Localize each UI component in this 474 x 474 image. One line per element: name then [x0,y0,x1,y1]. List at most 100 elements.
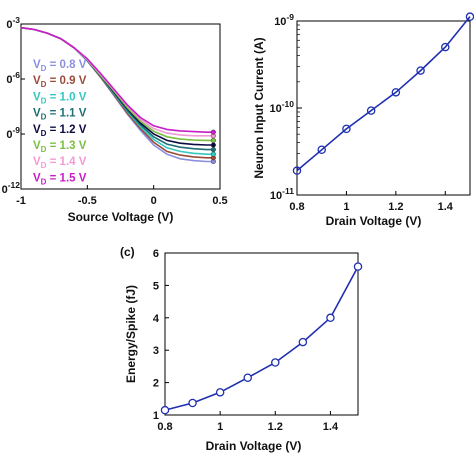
legend-subscript: D [41,161,47,170]
panel-c-data-point [188,398,197,408]
legend-value: = 1.4 V [46,156,86,168]
panel-b-data-point [342,124,351,134]
legend-subscript: D [41,64,47,73]
legend-v: V [33,140,41,152]
panel-b-data-point [292,166,302,175]
panel-c-data-point [243,373,252,382]
panel-a-y-tick-label: 0-6 [6,70,20,86]
panel-b-y-tick-label-base: 10 [269,103,281,115]
panel-a-y-tick-label-exponent: -3 [12,15,20,25]
panel-b-y-tick-label: 10-9 [274,12,294,28]
panel-a-legend-entry: VD = 1.5 V [33,172,87,186]
legend-v: V [33,108,41,120]
panel-c-x-axis-label: Drain Voltage (V) [206,439,302,453]
panel-c-x-tick-label: 1.2 [268,421,283,433]
panel-a-y-tick-label-base: 0 [2,184,8,196]
panel-b-series [292,12,474,175]
panel-b-data-point [416,66,425,75]
panel-c-data-point [215,388,225,397]
panel-c-y-tick-label: 2 [153,378,159,390]
legend-value: = 1.3 V [46,140,86,152]
panel-c-data-point [353,262,363,271]
panel-a-series [20,26,216,165]
panel-c-x-tick-label: 0.8 [157,421,172,433]
panel-a-legend-entry: VD = 0.9 V [33,75,87,89]
legend-v: V [33,172,41,184]
panel-a-x-ticks: -1 -0.5 0 0.5 [16,185,228,207]
panel-a-x-tick-label: 0.5 [212,195,227,207]
panel-c-x-tick-label: 1.4 [323,421,339,433]
panel-b-y-tick-label: 10-10 [269,99,294,115]
panel-b-y-tick-label: 10-11 [270,186,294,202]
panel-c-label: (c) [120,245,135,259]
panel-a-end-marker [210,151,216,157]
panel-c-y-tick-label: 5 [153,280,159,292]
panel-a-y-tick-label: 0-12 [2,180,21,196]
panel-c-x-ticks: 0.8 1 1.2 1.4 [157,411,339,433]
legend-value: = 0.9 V [46,75,86,87]
legend-v: V [33,156,41,168]
panel-c-data-point [271,358,280,367]
panel-a-y-tick-label-exponent: -6 [12,70,20,80]
panel-b-data-point [366,106,376,115]
panel-a: 0-30-60-90-12 -1 -0.5 0 0.5 VD = 0.8 VVD = … [2,15,228,224]
panel-b-x-ticks: 0.8 1 1.2 1.4 [289,191,454,213]
panel-a-end-marker [210,137,216,143]
panel-a-end-marker [210,142,216,148]
panel-a-y-tick-label-exponent: -9 [12,125,20,135]
legend-v: V [33,124,41,136]
panel-b-x-tick-label: 0.8 [289,201,304,213]
legend-subscript: D [41,113,47,122]
panel-b-y-tick-label-exponent: -10 [282,99,295,109]
legend-v: V [33,91,41,103]
panel-b-y-tick-label-exponent: -9 [286,12,294,22]
panel-b-data-point [441,42,450,52]
panel-b-y-tick-label-base: 10 [274,16,286,28]
panel-a-x-tick-label: -1 [16,195,26,207]
legend-v: V [33,59,41,71]
panel-a-y-tick-label-base: 0 [6,129,12,141]
panel-b-frame [296,20,471,196]
panel-c-x-tick-label: 1 [217,421,223,433]
legend-subscript: D [41,177,47,186]
panel-b-data-point [317,145,326,155]
panel-a-x-axis-label: Source Voltage (V) [68,210,174,224]
legend-subscript: D [41,96,47,105]
panel-b-x-tick-label: 1 [343,201,349,213]
panel-a-legend-entry: VD = 1.4 V [33,156,87,170]
panel-c-y-tick-label: 4 [153,313,160,325]
panel-a-y-tick-label-exponent: -12 [8,180,21,190]
panel-a-y-tick-label: 0-9 [6,125,20,141]
panel-a-y-tick-label-base: 0 [6,74,12,86]
panel-a-legend: VD = 0.8 VVD = 0.9 VVD = 1.0 VVD = 1.1 V… [33,59,87,186]
panel-c-series-line [164,266,359,411]
panel-c-frame [164,252,359,416]
panel-a-legend-entry: VD = 1.3 V [33,140,87,154]
panel-a-end-marker [210,129,216,135]
panel-a-end-marker [210,147,216,153]
panel-a-x-tick-label: -0.5 [78,195,97,207]
legend-subscript: D [41,145,47,154]
panel-c-data-point [160,405,170,415]
legend-value: = 1.5 V [46,172,86,184]
panel-a-legend-entry: VD = 1.2 V [33,124,87,138]
panel-b-y-tick-label-base: 10 [270,190,282,202]
panel-a-frame [20,23,221,190]
panel-b-y-axis-label: Neuron Input Current (A) [252,37,266,178]
legend-v: V [33,75,41,87]
panel-a-legend-entry: VD = 1.1 V [33,108,87,122]
panel-b-data-point [391,88,401,97]
panel-b-x-axis-label: Drain Voltage (V) [326,214,422,228]
panel-a-series-line [20,26,214,133]
panel-a-y-ticks: 0-30-60-90-12 [2,15,25,196]
panel-a-x-tick-label: 0 [151,195,157,207]
legend-subscript: D [41,80,47,89]
legend-subscript: D [41,129,47,138]
panel-c-y-tick-label: 6 [153,248,159,260]
panel-a-legend-entry: VD = 0.8 V [33,59,87,73]
panel-c-data-point [298,337,308,347]
panel-c-y-ticks: 1 2 3 4 5 6 [153,248,169,422]
